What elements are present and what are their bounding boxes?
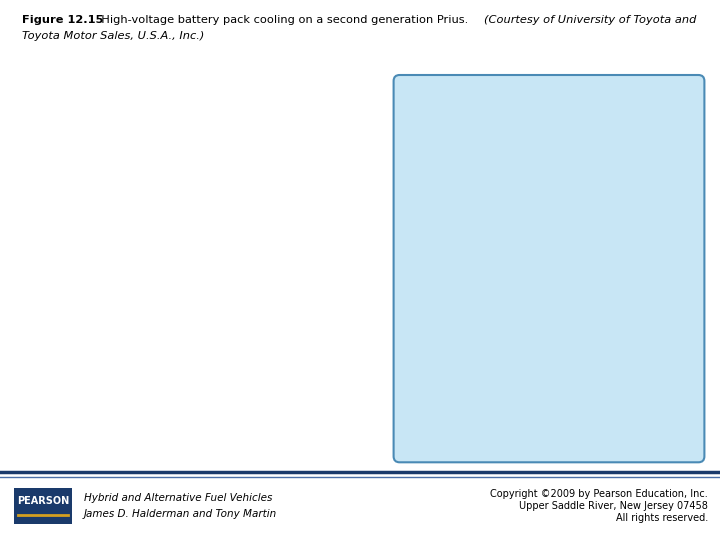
Bar bbox=[14, 488, 72, 524]
Text: James D. Halderman and Tony Martin: James D. Halderman and Tony Martin bbox=[84, 509, 277, 519]
Text: Upper Saddle River, New Jersey 07458: Upper Saddle River, New Jersey 07458 bbox=[519, 501, 708, 511]
Text: Copyright ©2009 by Pearson Education, Inc.: Copyright ©2009 by Pearson Education, In… bbox=[490, 489, 708, 500]
Text: High-voltage battery pack cooling on a second generation Prius.: High-voltage battery pack cooling on a s… bbox=[94, 15, 472, 25]
Text: Toyota Motor Sales, U.S.A., Inc.): Toyota Motor Sales, U.S.A., Inc.) bbox=[22, 31, 204, 41]
Text: Hybrid and Alternative Fuel Vehicles: Hybrid and Alternative Fuel Vehicles bbox=[84, 493, 272, 503]
Text: Figure 12.15: Figure 12.15 bbox=[22, 15, 104, 25]
Text: (Courtesy of University of Toyota and: (Courtesy of University of Toyota and bbox=[484, 15, 696, 25]
Text: PEARSON: PEARSON bbox=[17, 496, 69, 505]
Text: All rights reserved.: All rights reserved. bbox=[616, 512, 708, 523]
FancyBboxPatch shape bbox=[394, 75, 704, 462]
